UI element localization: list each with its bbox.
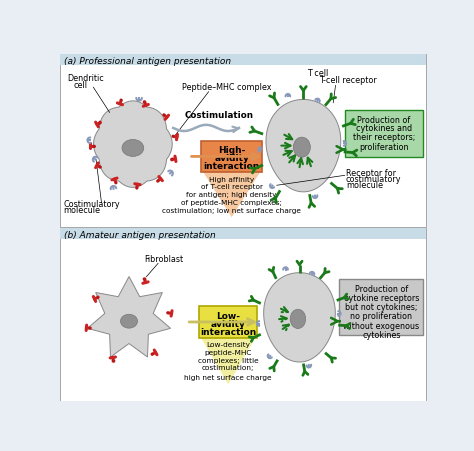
Text: high net surface charge: high net surface charge [184,374,272,380]
Text: T cell: T cell [307,69,328,78]
Text: complexes; little: complexes; little [198,357,258,363]
Polygon shape [201,337,256,385]
FancyBboxPatch shape [136,188,138,189]
Text: costimulation;: costimulation; [202,364,255,371]
Text: but not cytokines;: but not cytokines; [345,303,418,311]
Polygon shape [264,273,335,362]
Text: no proliferation: no proliferation [350,312,412,321]
FancyBboxPatch shape [144,101,146,104]
Text: molecule: molecule [63,206,100,215]
Text: avidity: avidity [211,319,246,328]
Text: High affinity: High affinity [209,176,255,182]
Text: for antigen; high density: for antigen; high density [186,192,277,198]
Text: Production of: Production of [357,116,410,124]
FancyBboxPatch shape [163,115,165,117]
Text: cytokines: cytokines [362,330,401,339]
FancyBboxPatch shape [115,182,117,184]
Text: of peptide-MHC complexes;: of peptide-MHC complexes; [181,199,282,205]
FancyBboxPatch shape [97,297,99,299]
FancyBboxPatch shape [120,100,122,102]
Text: cytokine receptors: cytokine receptors [344,293,419,302]
Polygon shape [93,101,172,188]
FancyBboxPatch shape [167,312,169,314]
Text: Low-: Low- [216,311,240,320]
Text: Peptide–MHC complex: Peptide–MHC complex [182,83,271,92]
Ellipse shape [122,140,144,157]
FancyBboxPatch shape [99,167,101,169]
Bar [60,229,426,239]
Polygon shape [87,277,171,357]
FancyBboxPatch shape [144,278,146,280]
Text: interaction: interaction [203,162,260,171]
Ellipse shape [120,315,137,328]
Polygon shape [266,100,341,193]
Text: peptide-MHC: peptide-MHC [204,349,252,355]
FancyBboxPatch shape [345,110,423,157]
Text: Fibroblast: Fibroblast [145,255,183,264]
Polygon shape [202,172,261,218]
Text: molecule: molecule [346,181,383,190]
Text: costimulatory: costimulatory [346,175,401,184]
FancyBboxPatch shape [89,327,91,330]
Text: (a) Professional antigen presentation: (a) Professional antigen presentation [64,56,231,65]
Text: Costimulatory: Costimulatory [63,199,120,208]
Text: High-: High- [218,146,246,155]
Text: their receptors;: their receptors; [353,133,415,142]
Text: Dendritic: Dendritic [67,74,104,83]
Text: Costimulation: Costimulation [185,111,254,120]
FancyBboxPatch shape [172,136,174,138]
FancyBboxPatch shape [199,307,257,338]
Text: Production of: Production of [355,284,408,293]
Text: interaction: interaction [200,327,256,336]
FancyBboxPatch shape [156,180,159,183]
Text: avidity: avidity [214,154,249,163]
FancyBboxPatch shape [112,360,115,363]
FancyBboxPatch shape [93,145,95,147]
Bar [60,55,426,66]
FancyBboxPatch shape [171,159,173,161]
Text: without exogenous: without exogenous [343,321,419,330]
Text: cell: cell [73,80,87,89]
Text: Low-density: Low-density [206,341,250,348]
FancyBboxPatch shape [339,280,423,336]
Text: costimulation; low net surface charge: costimulation; low net surface charge [162,207,301,213]
Ellipse shape [290,309,306,329]
FancyBboxPatch shape [151,354,153,355]
Text: of T-cell receptor: of T-cell receptor [201,184,263,190]
Text: cytokines and: cytokines and [356,124,412,133]
Text: proliferation: proliferation [359,143,409,152]
Bar [60,229,426,400]
FancyBboxPatch shape [99,122,101,124]
Text: Receptor for: Receptor for [346,169,396,178]
FancyBboxPatch shape [201,141,262,173]
Text: (b) Amateur antigen presentation: (b) Amateur antigen presentation [64,230,216,239]
Ellipse shape [293,138,310,158]
Bar [60,55,426,228]
Text: T-cell receptor: T-cell receptor [319,76,377,85]
